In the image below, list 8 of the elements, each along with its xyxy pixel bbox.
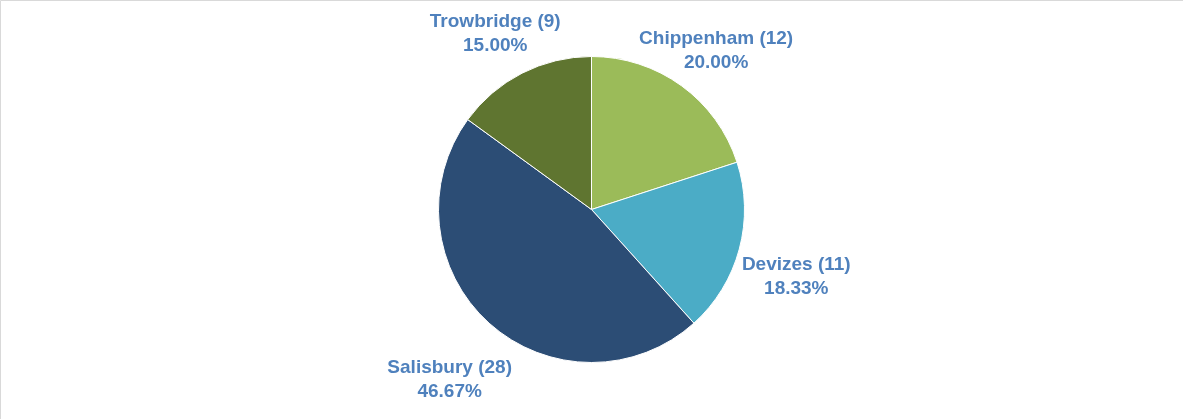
slice-label: Chippenham (12) [639, 26, 794, 48]
data-label: 20.00% [683, 50, 749, 72]
data-label: 15.00% [463, 33, 528, 55]
slice-label: Devizes (11) [741, 253, 851, 275]
slice-label: Salisbury (28) [387, 356, 512, 378]
slice-label: Trowbridge (9) [429, 9, 561, 31]
data-label: 18.33% [764, 277, 829, 299]
data-label: 46.67% [417, 380, 482, 402]
